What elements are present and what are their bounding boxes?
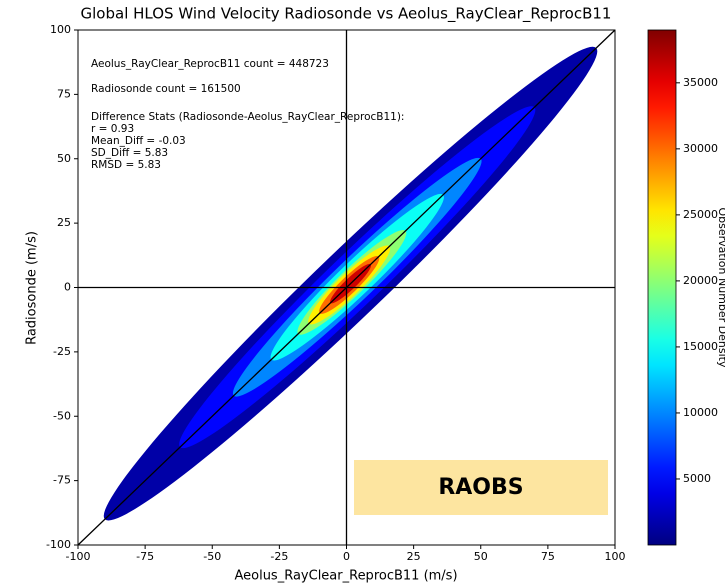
- colorbar: [647, 29, 677, 546]
- x-tick-label: -50: [203, 550, 221, 563]
- x-tick-label: -25: [270, 550, 288, 563]
- annotation: SD_Diff = 5.83: [91, 147, 168, 159]
- overlay: -100 -75 -50 -25 0 25 50 75 100 -100 -75 -50 -25 0 25 5…: [46, 23, 725, 563]
- stamp-box: [354, 460, 608, 515]
- y-tick-label: -25: [53, 345, 71, 358]
- annotation: RMSD = 5.83: [91, 159, 161, 171]
- annotation: Mean_Diff = -0.03: [91, 135, 186, 147]
- x-tick-label: 0: [343, 550, 350, 563]
- x-tick-label: -75: [136, 550, 154, 563]
- annotation: r = 0.93: [91, 123, 134, 135]
- x-tick-label: 75: [541, 550, 555, 563]
- x-tick-label: 100: [605, 550, 626, 563]
- y-tick-label: 0: [64, 281, 71, 294]
- x-tick-label: 25: [407, 550, 421, 563]
- annotation: Aeolus_RayClear_ReprocB11 count = 448723: [91, 58, 329, 70]
- colorbar-tick-label: 20000: [683, 274, 718, 287]
- y-tick-label: -100: [46, 538, 71, 551]
- colorbar-tick-label: 30000: [683, 142, 718, 155]
- x-axis-label: Aeolus_RayClear_ReprocB11 (m/s): [234, 569, 457, 584]
- y-tick-label: 75: [57, 87, 71, 100]
- x-tick-label: 50: [474, 550, 488, 563]
- annotation: Radiosonde count = 161500: [91, 83, 241, 95]
- one-to-one-line: [77, 29, 616, 546]
- colorbar-tick-label: 5000: [683, 472, 711, 485]
- y-tick-label: -50: [53, 409, 71, 422]
- y-tick-label: 25: [57, 216, 71, 229]
- annotation: Difference Stats (Radiosonde-Aeolus_RayC…: [91, 111, 404, 123]
- colorbar-tick-label: 15000: [683, 340, 718, 353]
- colorbar-tick-label: 10000: [683, 406, 718, 419]
- colorbar-label: Observation Number Density: [716, 208, 725, 368]
- colorbar-tick-label: 35000: [683, 76, 718, 89]
- y-axis-label: Radiosonde (m/s): [25, 231, 40, 345]
- colorbar-tick-label: 25000: [683, 208, 718, 221]
- y-tick-label: 50: [57, 152, 71, 165]
- chart-title: Global HLOS Wind Velocity Radiosonde vs …: [81, 5, 612, 24]
- y-tick-label: -75: [53, 474, 71, 487]
- y-tick-label: 100: [50, 23, 71, 36]
- stamp: RAOBS: [438, 475, 523, 500]
- x-tick-label: -100: [66, 550, 91, 563]
